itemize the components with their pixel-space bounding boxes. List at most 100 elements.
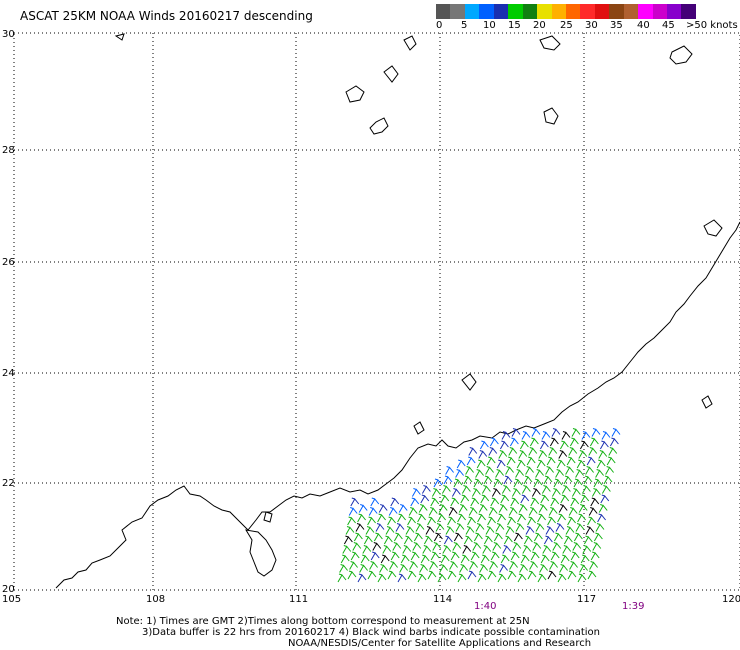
wind-barb bbox=[508, 507, 518, 516]
wind-barb bbox=[471, 488, 481, 497]
wind-barb bbox=[490, 497, 500, 507]
wind-barb bbox=[368, 507, 378, 516]
wind-barb bbox=[467, 570, 477, 580]
wind-barb bbox=[573, 532, 583, 542]
wind-barb bbox=[452, 542, 462, 551]
wind-barb bbox=[433, 532, 443, 542]
scale-swatch-8 bbox=[551, 4, 566, 19]
wind-barb bbox=[536, 459, 546, 469]
wind-barb bbox=[405, 526, 415, 535]
lat-label-20: 20 bbox=[2, 584, 15, 595]
wind-barb bbox=[387, 516, 396, 526]
wind-barb bbox=[460, 494, 470, 504]
wind-barb bbox=[521, 485, 531, 494]
wind-barb bbox=[479, 564, 488, 573]
wind-barb bbox=[537, 573, 547, 583]
wind-barb bbox=[577, 573, 587, 583]
wind-barb bbox=[456, 459, 466, 469]
wind-barb bbox=[493, 532, 503, 542]
wind-barb bbox=[473, 478, 483, 488]
wind-barb bbox=[517, 573, 527, 583]
wind-speed-color-scale bbox=[436, 4, 696, 19]
wind-barb bbox=[483, 475, 493, 485]
scale-label-45: 45 bbox=[662, 20, 675, 31]
wind-barb bbox=[538, 504, 548, 513]
wind-barb bbox=[606, 456, 616, 466]
wind-barb bbox=[503, 535, 513, 545]
coastline bbox=[55, 33, 740, 589]
wind-barb bbox=[390, 497, 400, 507]
wind-barb bbox=[519, 564, 528, 573]
wind-barb bbox=[563, 535, 573, 545]
wind-barb bbox=[603, 475, 613, 485]
wind-barb bbox=[515, 523, 525, 532]
wind-barb bbox=[541, 485, 551, 494]
wind-barb bbox=[588, 447, 598, 456]
map-frame bbox=[13, 32, 740, 591]
wind-barb bbox=[490, 551, 500, 561]
wind-barb bbox=[559, 440, 569, 450]
wind-barb bbox=[550, 551, 560, 561]
wind-barb bbox=[543, 475, 553, 485]
wind-barb bbox=[562, 545, 572, 554]
wind-barb bbox=[393, 532, 403, 542]
wind-barb bbox=[560, 494, 570, 504]
wind-barb bbox=[560, 554, 570, 564]
wind-barb bbox=[587, 570, 597, 580]
wind-barb bbox=[581, 431, 591, 440]
scale-label-0: 0 bbox=[436, 20, 443, 31]
wind-barb bbox=[461, 485, 471, 494]
wind-barb bbox=[378, 504, 388, 513]
wind-barb bbox=[525, 466, 534, 475]
scale-swatch-4 bbox=[493, 4, 509, 19]
wind-barb bbox=[503, 475, 513, 485]
wind-barb bbox=[563, 475, 573, 485]
pass-time-labels: 1:40 1:39 bbox=[474, 601, 644, 612]
wind-barb bbox=[530, 497, 540, 507]
wind-barb bbox=[608, 447, 618, 456]
wind-barb bbox=[379, 564, 388, 573]
wind-barb bbox=[420, 554, 430, 564]
wind-barb bbox=[387, 570, 397, 580]
wind-barb bbox=[528, 507, 538, 516]
wind-barb bbox=[449, 561, 458, 570]
wind-barb bbox=[402, 545, 412, 554]
lat-label-24: 24 bbox=[2, 368, 15, 379]
wind-barb bbox=[478, 504, 488, 513]
wind-barb bbox=[582, 545, 592, 554]
wind-barb bbox=[507, 516, 516, 526]
wind-barb bbox=[529, 561, 538, 570]
wind-barb bbox=[377, 513, 386, 523]
lat-label-30: 30 bbox=[2, 29, 15, 40]
wind-barb bbox=[521, 431, 531, 440]
wind-barb bbox=[407, 570, 417, 580]
scale-swatch-7 bbox=[537, 4, 552, 19]
wind-barb bbox=[400, 554, 410, 564]
wind-barb bbox=[407, 516, 416, 526]
wind-barb bbox=[568, 447, 578, 456]
wind-barb bbox=[437, 513, 446, 523]
wind-barb bbox=[529, 437, 539, 447]
wind-barb bbox=[477, 513, 486, 523]
wind-barb bbox=[369, 561, 378, 570]
wind-barb bbox=[510, 497, 520, 507]
wind-barb bbox=[433, 478, 443, 488]
lon-label-120: 120 bbox=[722, 594, 740, 605]
scale-swatch-1 bbox=[450, 4, 465, 19]
wind-barb bbox=[389, 561, 398, 570]
wind-barb bbox=[546, 456, 556, 466]
wind-barb bbox=[495, 523, 505, 532]
wind-barb bbox=[593, 532, 603, 542]
wind-barb bbox=[358, 504, 368, 513]
wind-barb bbox=[571, 488, 581, 497]
wind-barb bbox=[430, 497, 440, 507]
wind-barb bbox=[468, 507, 478, 516]
wind-barb bbox=[353, 532, 363, 542]
pass-time-2: 1:39 bbox=[622, 601, 644, 612]
wind-barb bbox=[510, 551, 520, 561]
wind-barb bbox=[500, 494, 510, 504]
wind-barb bbox=[398, 504, 408, 513]
scale-label-25: 25 bbox=[560, 20, 573, 31]
wind-barb bbox=[365, 526, 375, 535]
